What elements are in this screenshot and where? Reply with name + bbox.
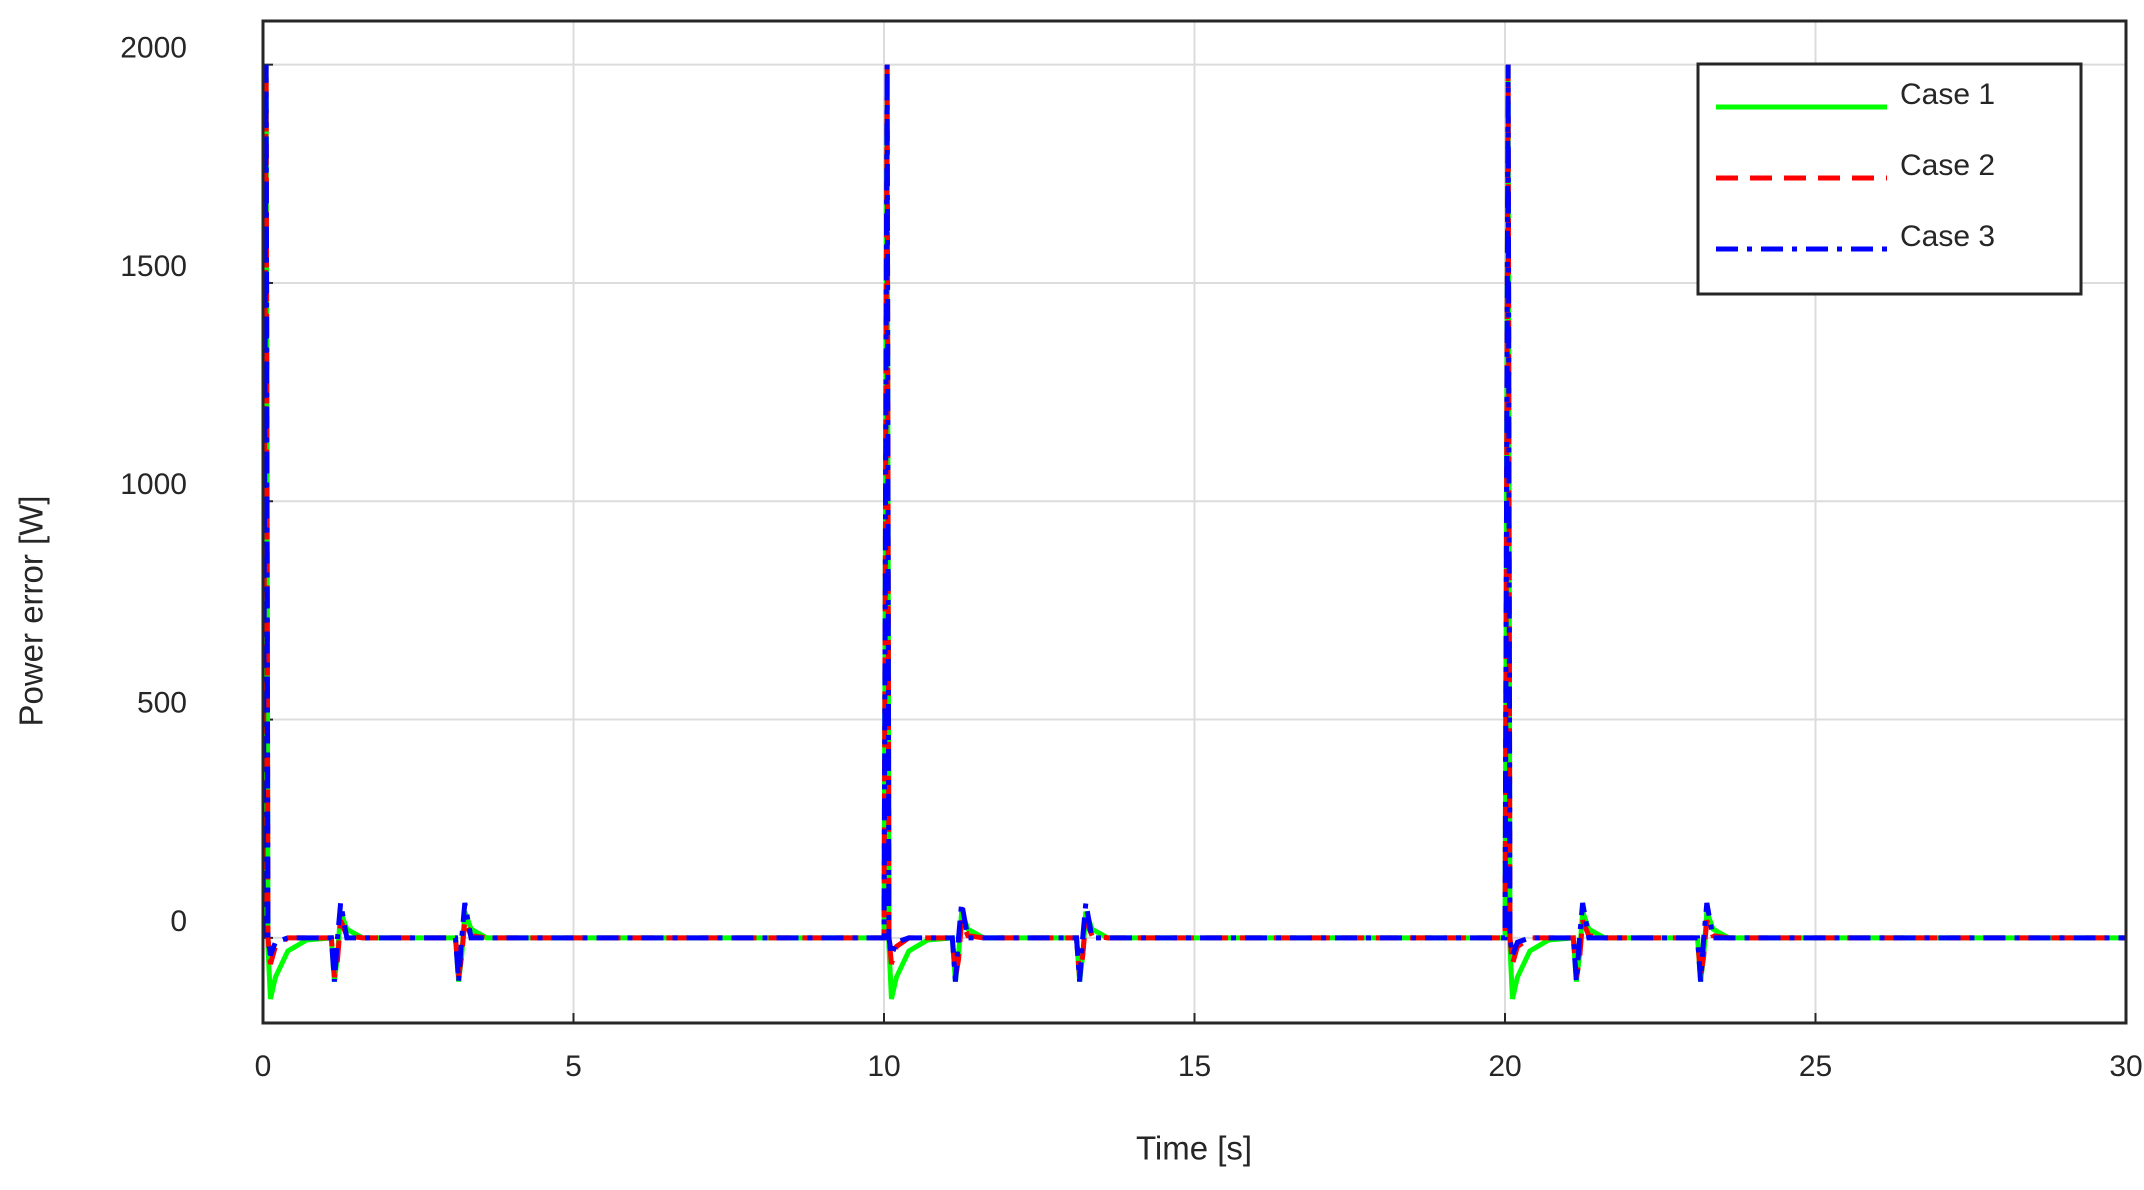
y-tick-label: 2000 <box>120 32 187 65</box>
y-tick-label: 1500 <box>120 250 187 283</box>
x-axis-label: Time [s] <box>1136 1130 1252 1167</box>
x-tick-label: 15 <box>1178 1050 1211 1083</box>
y-tick-label: 1000 <box>120 468 187 501</box>
y-axis-label: Power error [W] <box>13 495 50 726</box>
y-tick-label: 0 <box>170 905 187 938</box>
legend-label: Case 3 <box>1900 220 1995 253</box>
x-tick-label: 25 <box>1799 1050 1832 1083</box>
legend-label: Case 2 <box>1900 149 1995 182</box>
x-tick-label: 0 <box>255 1050 272 1083</box>
x-tick-label: 10 <box>867 1050 900 1083</box>
x-tick-label: 5 <box>565 1050 582 1083</box>
plot-frame <box>261 19 2128 1025</box>
x-tick-label: 20 <box>1488 1050 1521 1083</box>
y-tick-label: 500 <box>137 686 187 719</box>
legend-label: Case 1 <box>1900 78 1995 111</box>
x-tick-label: 30 <box>2109 1050 2142 1083</box>
data-line <box>263 64 2126 982</box>
